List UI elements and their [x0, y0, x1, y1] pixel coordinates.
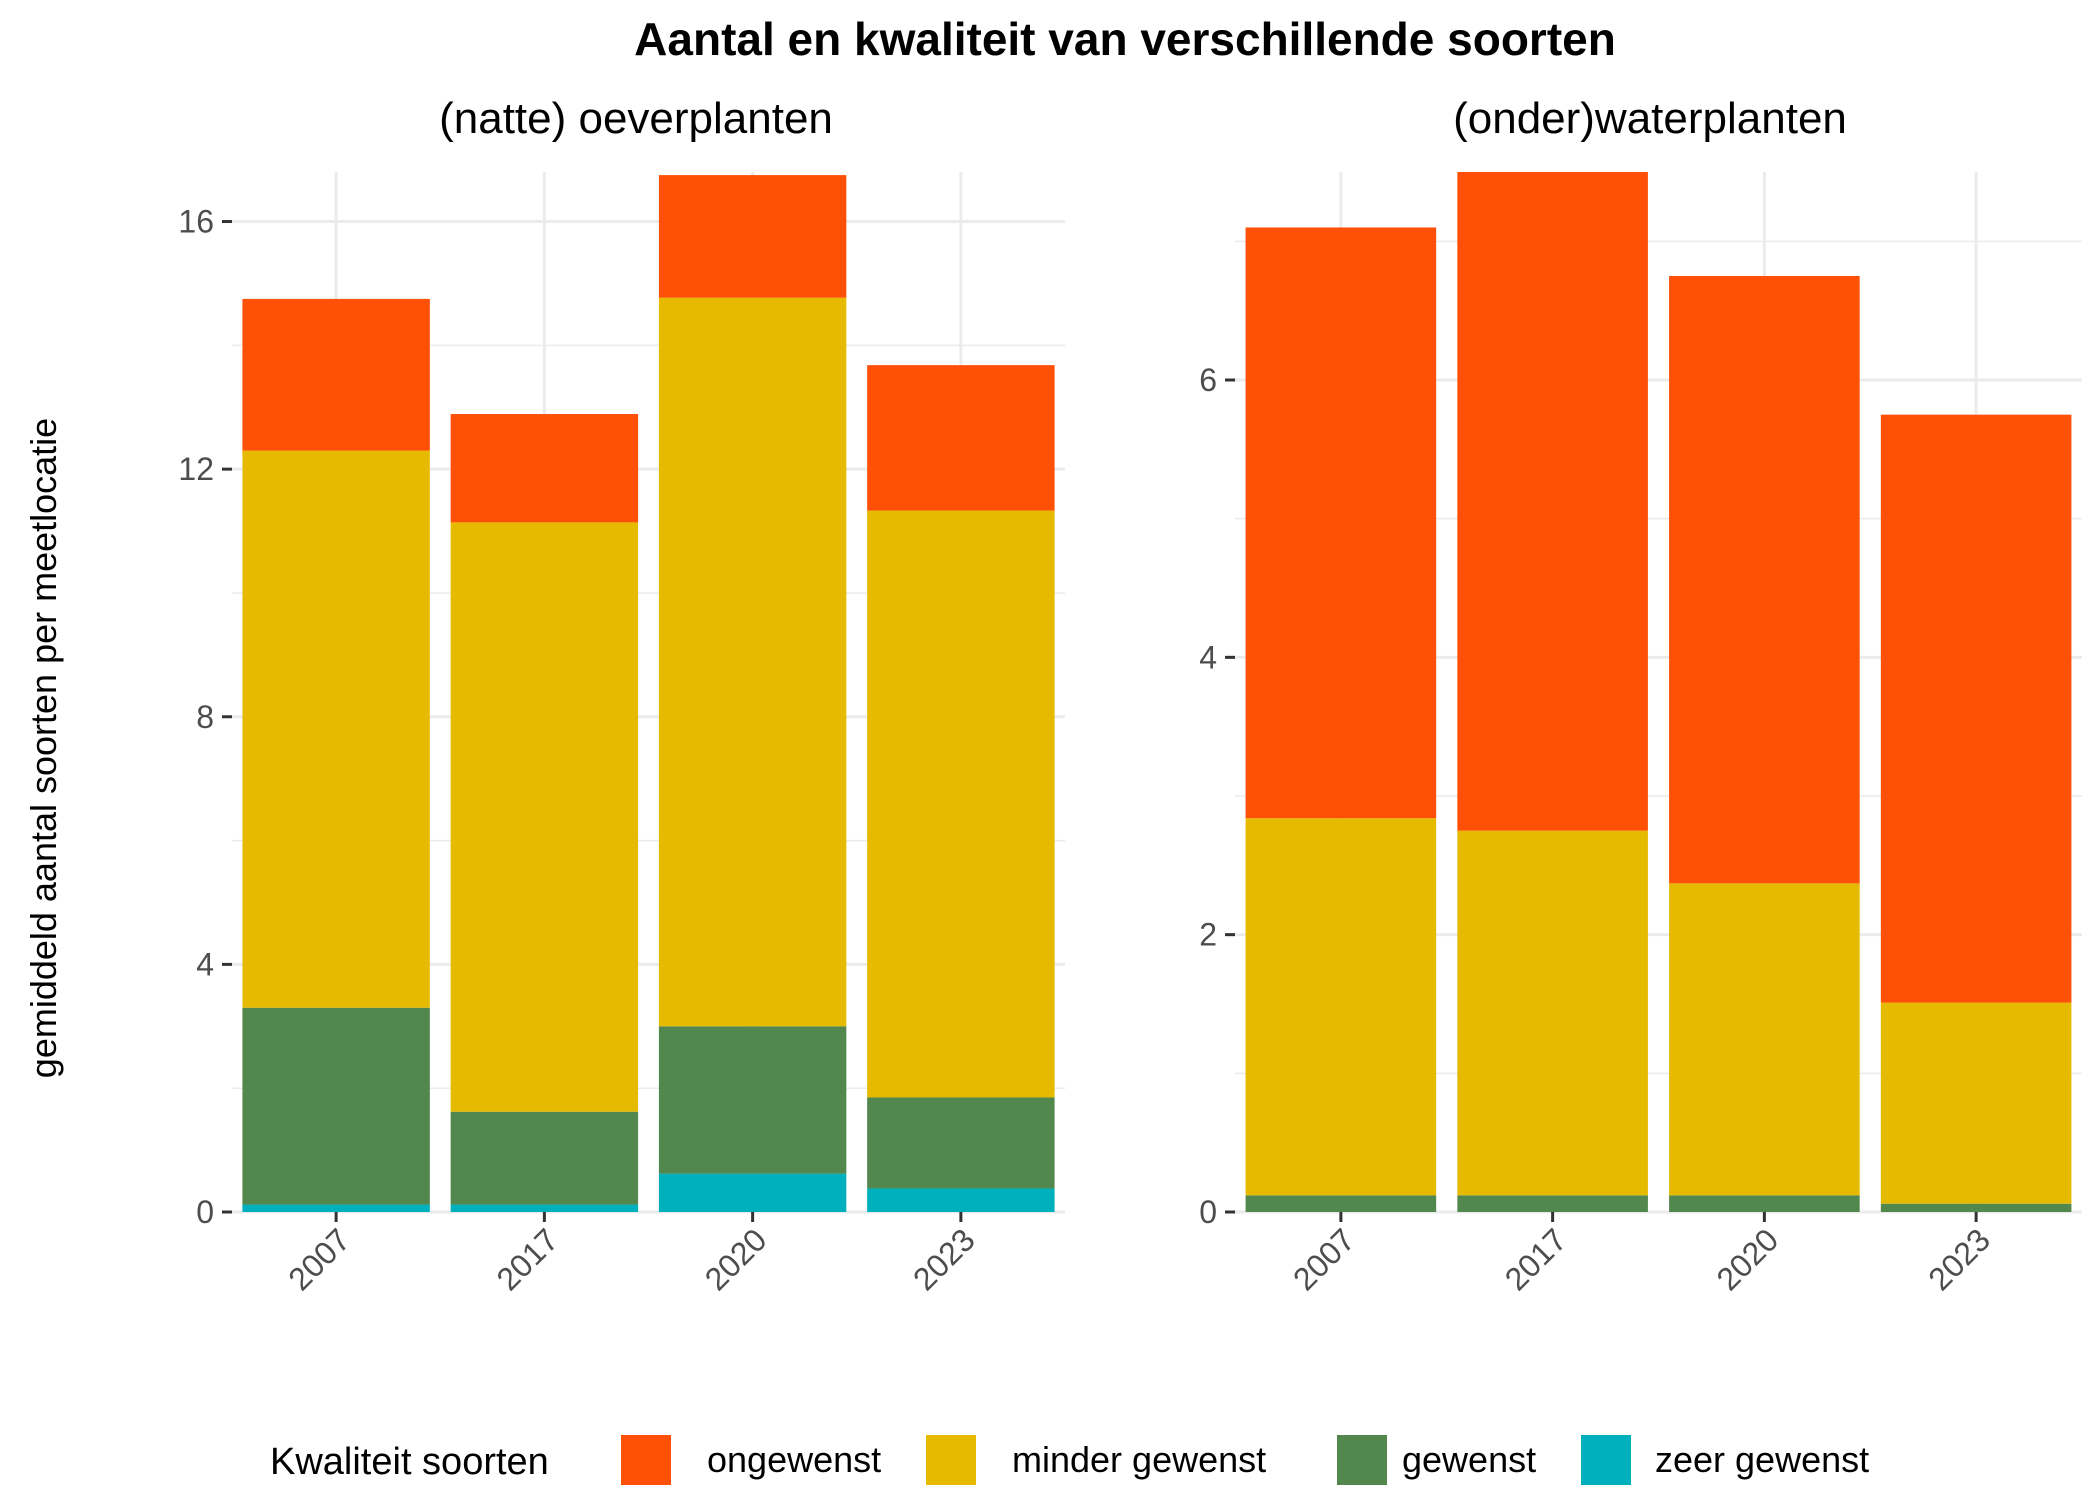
bar-segment-2017-zeer-gewenst: [450, 1204, 639, 1212]
x-tick-label: 2023: [906, 1221, 982, 1297]
bar-segment-2020-ongewenst: [1669, 276, 1860, 884]
legend-key-minder-gewenst: [926, 1435, 976, 1485]
bar-segment-2023-minder-gewenst: [867, 510, 1055, 1098]
bar-segment-2020-minder-gewenst: [658, 297, 847, 1027]
chart-title: Aantal en kwaliteit van verschillende so…: [634, 13, 1616, 65]
x-tick-label: 2017: [490, 1221, 566, 1297]
bar-segment-2017-gewenst: [1457, 1195, 1648, 1212]
bar-segment-2007-gewenst: [1245, 1195, 1437, 1212]
y-tick-label: 0: [196, 1194, 214, 1230]
bar-segment-2007-zeer-gewenst: [242, 1204, 430, 1212]
panel-2: (onder)waterplanten 0 2 4 6 2007 2017 2020 2023: [1199, 94, 2082, 1297]
bar-segment-2007-ongewenst: [1245, 227, 1437, 819]
x-tick-label: 2007: [1286, 1221, 1362, 1297]
legend-key-gewenst: [1337, 1435, 1387, 1485]
bar-segment-2023-zeer-gewenst: [867, 1188, 1055, 1212]
x-tick-label: 2020: [698, 1221, 774, 1297]
y-tick-label: 0: [1199, 1194, 1217, 1230]
bar-segment-2017-minder-gewenst: [1457, 830, 1648, 1196]
panel-title: (natte) oeverplanten: [439, 94, 833, 143]
bar-segment-2020-gewenst: [1669, 1195, 1860, 1212]
y-axis-label: gemiddeld aantal soorten per meetlocatie: [23, 418, 64, 1078]
bar-segment-2023-gewenst: [867, 1097, 1055, 1189]
y-tick-label: 4: [196, 946, 214, 982]
legend-key-ongewenst: [621, 1435, 671, 1485]
y-tick-label: 16: [178, 204, 214, 240]
y-tick-label: 4: [1199, 639, 1217, 675]
bar-segment-2023-minder-gewenst: [1880, 1002, 2072, 1204]
bar-segment-2023-gewenst: [1880, 1203, 2072, 1212]
y-tick-label: 2: [1199, 917, 1217, 953]
bar-segment-2020-zeer-gewenst: [658, 1173, 847, 1212]
bar-segment-2020-ongewenst: [658, 175, 847, 298]
legend-label: ongewenst: [707, 1439, 881, 1480]
y-tick-label: 12: [178, 451, 214, 487]
bar-segment-2007-minder-gewenst: [1245, 818, 1437, 1196]
y-tick-label: 8: [196, 699, 214, 735]
x-tick-label: 2007: [281, 1221, 357, 1297]
bar-segment-2017-minder-gewenst: [450, 522, 639, 1112]
legend-title: Kwaliteit soorten: [270, 1441, 549, 1483]
bar-segment-2007-gewenst: [242, 1007, 430, 1205]
legend-key-zeer-gewenst: [1581, 1435, 1631, 1485]
y-tick-label: 6: [1199, 362, 1217, 398]
panel-1: (natte) oeverplanten 0 4 8 12 16 2007 2017 2020 2…: [178, 94, 1065, 1297]
bar-segment-2007-minder-gewenst: [242, 450, 430, 1008]
bar-segment-2007-ongewenst: [242, 298, 430, 451]
bar-segment-2017-ongewenst: [450, 414, 639, 523]
bar-segment-2017-gewenst: [450, 1111, 639, 1205]
x-tick-label: 2020: [1710, 1221, 1786, 1297]
legend-label: minder gewenst: [1012, 1439, 1266, 1480]
x-tick-label: 2023: [1921, 1221, 1997, 1297]
bar-segment-2023-ongewenst: [1880, 414, 2072, 1003]
legend-label: gewenst: [1402, 1439, 1536, 1480]
bar-segment-2023-ongewenst: [867, 365, 1055, 511]
bar-segment-2020-gewenst: [658, 1026, 847, 1174]
x-tick-label: 2017: [1498, 1221, 1574, 1297]
legend: Kwaliteit soorten ongewenst minder gewens…: [270, 1435, 1869, 1485]
bar-segment-2020-minder-gewenst: [1669, 883, 1860, 1196]
bar-segment-2017-ongewenst: [1457, 172, 1648, 831]
legend-label: zeer gewenst: [1655, 1439, 1869, 1480]
panel-title: (onder)waterplanten: [1453, 94, 1847, 143]
